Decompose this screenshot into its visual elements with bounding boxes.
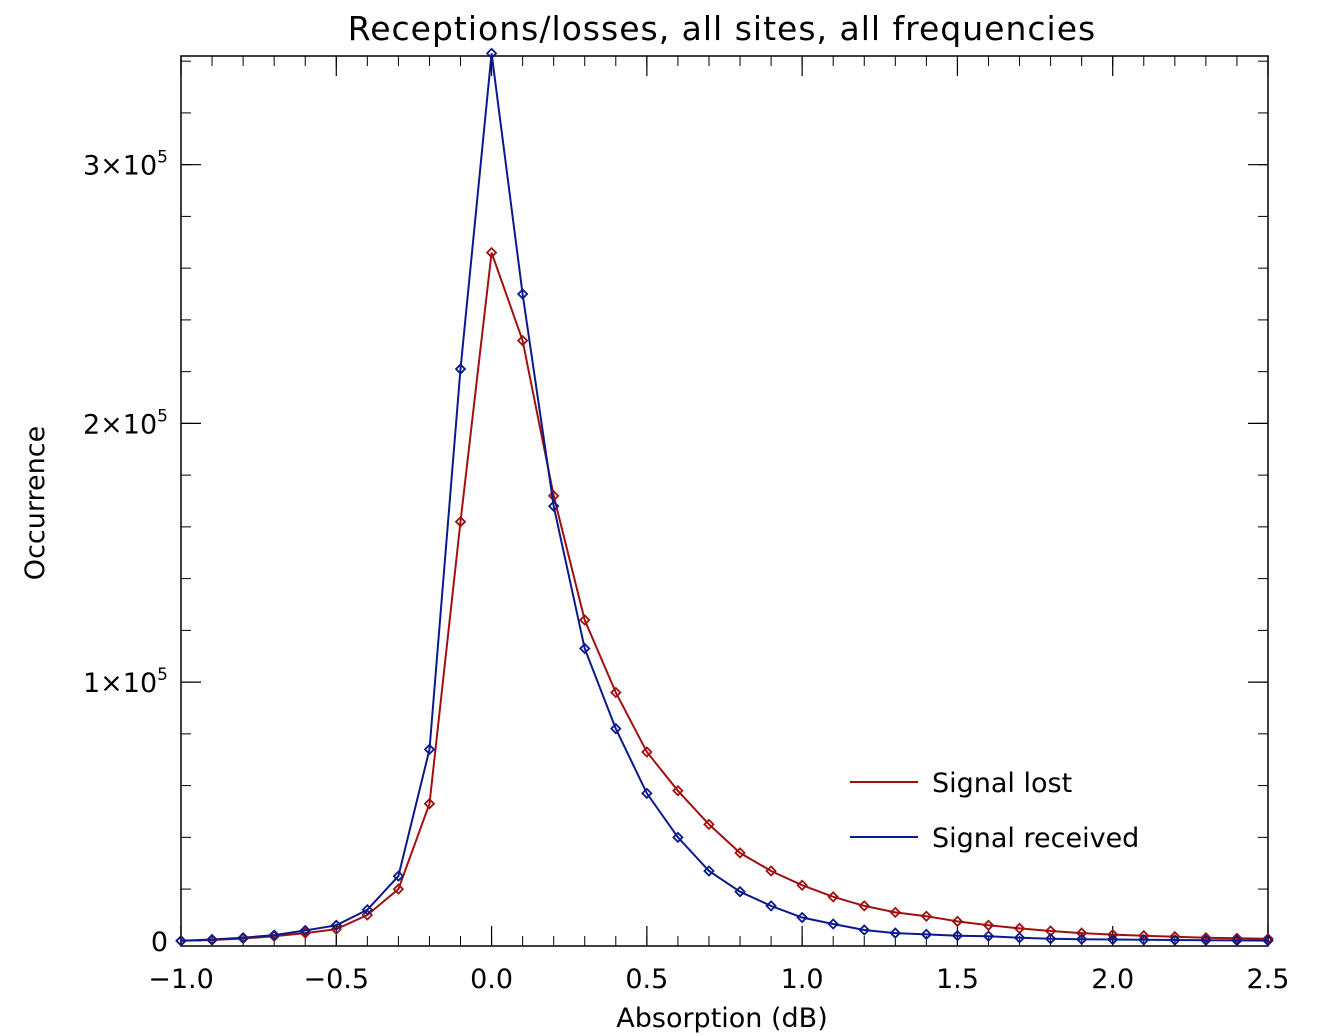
x-tick-label: 2.5 [1247,964,1290,995]
data-point [796,879,808,891]
data-point [889,927,902,939]
data-point [516,334,529,347]
x-tick-label: 1.5 [936,964,979,995]
data-point [237,931,249,944]
data-point [610,686,622,699]
y-tick-label-base: 0 [151,927,168,958]
data-point [1013,931,1026,944]
x-axis: −1.0 −0.5 0.0 0.5 1.0 1.5 2.0 2.5 [148,56,1289,995]
data-point [889,906,902,919]
data-point [1106,933,1119,946]
x-tick-label: 0.5 [625,964,668,995]
data-point [516,288,529,300]
y-tick-label-base: 3×10 [83,151,157,182]
data-point [392,883,405,895]
data-point [547,500,560,512]
data-point [765,900,777,912]
y-tick-label-exponent: 5 [157,665,168,685]
data-point [485,47,498,60]
chart-title: Receptions/losses, all sites, all freque… [348,9,1096,48]
data-point [1262,932,1274,945]
x-tick-label: 1.0 [781,964,824,995]
data-point [827,891,839,903]
data-point [485,246,498,259]
data-point [641,746,653,758]
data-point [734,847,746,859]
y-tick-label: 0 [151,927,168,958]
plot-series [175,47,1274,947]
x-tick-label: −1.0 [148,964,214,995]
data-point [1169,934,1181,946]
data-point [1200,934,1212,947]
data-point [1169,930,1181,943]
data-point [1231,934,1243,947]
data-point [578,614,591,626]
data-point [175,935,187,947]
data-point [206,933,218,946]
data-point [361,909,374,921]
data-point [765,865,777,877]
data-point [361,904,374,916]
y-tick-label-base: 1×10 [83,668,157,699]
data-point [392,870,405,882]
data-point [672,831,684,844]
data-point [951,915,964,928]
x-axis-label: Absorption (dB) [616,1003,827,1034]
legend-label: Signal received [932,823,1139,854]
data-point [1044,932,1057,945]
data-point [578,642,591,655]
data-point [1137,934,1150,946]
data-point [454,363,467,375]
data-point [982,919,995,932]
data-point [299,924,312,937]
data-point [423,743,436,756]
x-tick-label: 2.0 [1091,964,1134,995]
y-tick-label-base: 2×10 [83,409,157,440]
data-point [672,784,684,797]
legend: Signal lost Signal received [850,768,1139,854]
series-line [180,53,1269,942]
x-tick-label: 0.0 [470,964,513,995]
data-point [982,930,995,942]
series-1 [175,47,1274,947]
data-point [641,787,653,800]
data-point [703,865,715,877]
data-point [1262,934,1274,947]
data-point [1075,927,1088,939]
y-tick-label: 3×105 [83,148,168,182]
data-point [951,929,964,942]
data-point [1231,932,1243,945]
data-point [796,911,808,924]
data-point [268,929,280,941]
legend-label: Signal lost [932,768,1072,799]
data-point [734,885,746,898]
data-point [454,515,467,528]
y-axis-label: Occurrence [20,426,51,580]
data-point [827,918,839,930]
data-point [423,797,436,810]
data-point [858,924,871,936]
data-point [1075,933,1088,946]
data-point [330,919,343,932]
data-point [920,928,933,941]
data-point [610,722,622,735]
plot-frame [180,55,1269,947]
data-point [920,910,933,923]
x-tick-label: −0.5 [304,964,370,995]
data-point [858,900,871,912]
y-tick-label-exponent: 5 [157,148,168,168]
data-point [703,818,715,831]
y-tick-label-exponent: 5 [157,406,168,426]
y-tick-label: 1×105 [83,665,168,699]
data-point [1200,931,1212,944]
y-tick-label: 2×105 [83,406,168,440]
